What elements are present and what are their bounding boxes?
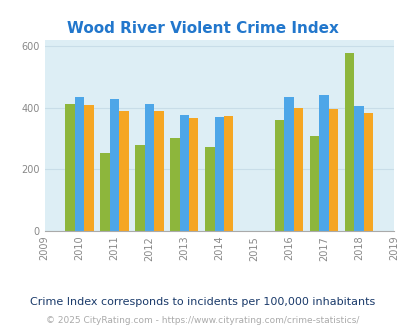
- Bar: [318, 95, 328, 231]
- Bar: [189, 118, 198, 231]
- Bar: [75, 97, 84, 231]
- Bar: [119, 111, 128, 231]
- Bar: [328, 109, 337, 231]
- Bar: [214, 117, 224, 231]
- Bar: [100, 153, 109, 231]
- Bar: [144, 104, 154, 231]
- Bar: [284, 97, 293, 231]
- Bar: [363, 113, 372, 231]
- Bar: [224, 116, 233, 231]
- Bar: [205, 147, 214, 231]
- Text: https://www.cityrating.com/crime-statistics/: https://www.cityrating.com/crime-statist…: [104, 315, 301, 325]
- Bar: [84, 105, 94, 231]
- Bar: [293, 108, 303, 231]
- Bar: [309, 136, 318, 231]
- Text: Crime Index corresponds to incidents per 100,000 inhabitants: Crime Index corresponds to incidents per…: [30, 297, 375, 307]
- Bar: [109, 99, 119, 231]
- Bar: [179, 115, 189, 231]
- Bar: [135, 145, 144, 231]
- Bar: [170, 138, 179, 231]
- Bar: [65, 104, 75, 231]
- Text: Wood River Violent Crime Index: Wood River Violent Crime Index: [67, 20, 338, 36]
- Bar: [274, 120, 283, 231]
- Bar: [344, 52, 353, 231]
- Bar: [154, 111, 163, 231]
- Bar: [353, 106, 363, 231]
- Text: © 2025 CityRating.com - https://www.cityrating.com/crime-statistics/: © 2025 CityRating.com - https://www.city…: [46, 315, 359, 325]
